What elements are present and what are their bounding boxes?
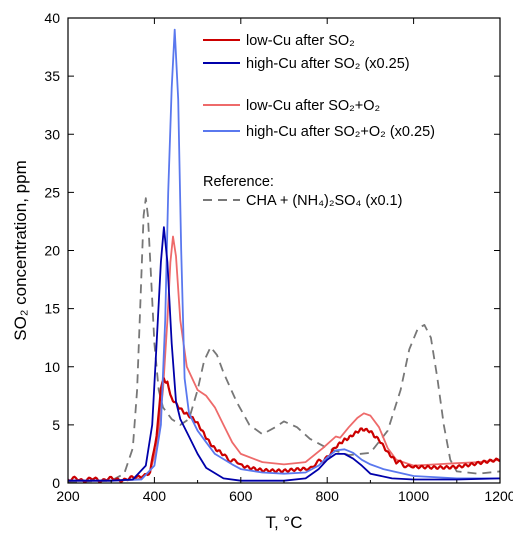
y-tick-label: 0 — [52, 475, 60, 491]
y-tick-label: 25 — [44, 184, 60, 200]
legend-label-1: high-Cu after SO₂ (x0.25) — [246, 56, 410, 72]
series-line-3 — [68, 28, 500, 482]
x-tick-label: 400 — [143, 488, 167, 504]
series-line-2 — [68, 235, 500, 482]
y-tick-label: 5 — [52, 417, 60, 433]
plot-frame — [67, 17, 501, 484]
series-layer — [68, 28, 500, 483]
legend-label-3: high-Cu after SO₂+O₂ (x0.25) — [246, 124, 435, 140]
legend-label-2: low-Cu after SO₂+O₂ — [246, 98, 380, 114]
legend-label-4: CHA + (NH₄)₂SO₄ (x0.1) — [246, 193, 402, 209]
legend-label-0: low-Cu after SO₂ — [246, 33, 355, 49]
axes-layer: 200 400 600 800 1000 1200 0 5 10 15 20 25 30 35 40 — [44, 10, 513, 504]
y-tick-label: 20 — [44, 243, 60, 259]
x-tick-label: 800 — [316, 488, 340, 504]
x-tick-label: 600 — [229, 488, 253, 504]
series-line-4 — [68, 197, 500, 483]
x-axis-title: T, °C — [265, 513, 302, 532]
legend-header: Reference: — [203, 174, 274, 190]
y-axis-title: SO₂ concentration, ppm — [11, 160, 30, 340]
series-line-1 — [68, 226, 500, 482]
x-tick-label: 1200 — [484, 488, 513, 504]
y-tick-label: 30 — [44, 126, 60, 142]
y-tick-label: 40 — [44, 10, 60, 26]
series-line-0 — [68, 377, 500, 483]
x-tick-label: 200 — [56, 488, 80, 504]
legend: low-Cu after SO₂ high-Cu after SO₂ (x0.25… — [203, 33, 435, 209]
y-tick-label: 35 — [44, 68, 60, 84]
x-tick-label: 1000 — [398, 488, 429, 504]
y-tick-label: 15 — [44, 301, 60, 317]
y-tick-label: 10 — [44, 359, 60, 375]
